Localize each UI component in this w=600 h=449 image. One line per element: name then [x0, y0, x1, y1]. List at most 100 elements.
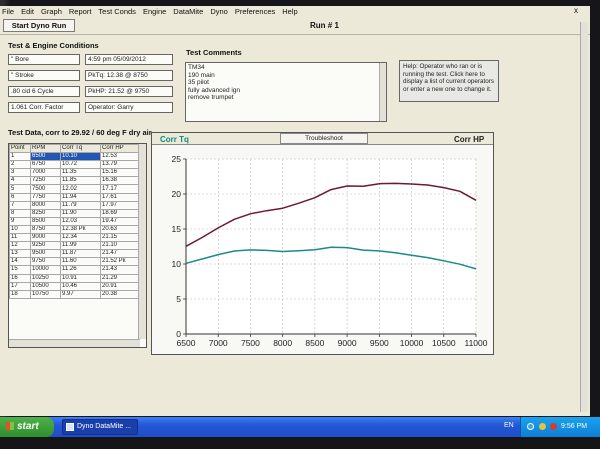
- bore-field[interactable]: " Bore: [8, 54, 80, 65]
- menu-dyno[interactable]: Dyno: [210, 7, 228, 16]
- table-row[interactable]: 17 10500 10.46 20.91: [9, 281, 140, 291]
- cell-corr-tq: 11.90: [60, 208, 101, 218]
- test-data-grid[interactable]: Point RPM Corr Tq Corr HP 1 6500 10.10 12.5…: [8, 143, 147, 348]
- cell-corr-hp: 17.61: [100, 192, 140, 202]
- cell-point: 8: [9, 208, 31, 218]
- comment-line: TM34: [188, 64, 205, 71]
- cell-rpm: 7500: [30, 184, 61, 194]
- cell-point: 16: [9, 273, 31, 283]
- table-row[interactable]: 14 9750 11.60 21.52 Pk: [9, 257, 140, 267]
- menu-preferences[interactable]: Preferences: [234, 7, 276, 16]
- y-tick-label: 20: [172, 189, 182, 199]
- cell-rpm: 9500: [30, 249, 61, 259]
- menu-report[interactable]: Report: [68, 7, 92, 16]
- window-close-icon[interactable]: x: [574, 6, 578, 15]
- cell-corr-hp: 18.69: [100, 208, 140, 218]
- comments-scrollbar[interactable]: [379, 63, 386, 121]
- y-tick-label: 25: [172, 154, 182, 164]
- menu-graph[interactable]: Graph: [41, 7, 62, 16]
- col-header-point[interactable]: Point: [9, 144, 31, 154]
- table-row[interactable]: 9 8500 12.03 19.47: [9, 216, 140, 226]
- menu-file[interactable]: File: [2, 7, 15, 16]
- x-tick-label: 9000: [338, 338, 357, 348]
- cid-cycle-field[interactable]: .80 cid 6 Cycle: [8, 86, 80, 97]
- help-box: Help: Operator who ran or is running the…: [399, 60, 499, 102]
- cell-point: 15: [9, 265, 31, 275]
- stroke-field[interactable]: " Stroke: [8, 70, 80, 81]
- table-row[interactable]: 4 7250 11.85 16.38: [9, 176, 140, 186]
- cell-rpm: 7000: [30, 168, 61, 178]
- menu-edit[interactable]: Edit: [21, 7, 35, 16]
- col-header-corr-tq[interactable]: Corr Tq: [60, 144, 101, 154]
- cell-rpm: 9250: [30, 241, 61, 251]
- corr-factor-field[interactable]: 1.061 Corr. Factor: [8, 102, 80, 113]
- cell-corr-tq: 11.99: [60, 241, 101, 251]
- cell-point: 2: [9, 160, 31, 170]
- y-tick-label: 0: [176, 329, 181, 339]
- table-row[interactable]: 5 7500 12.02 17.17: [9, 184, 140, 194]
- table-row[interactable]: 13 9500 11.87 21.47: [9, 249, 140, 259]
- cell-corr-tq: 11.35: [60, 168, 101, 178]
- start-label: start: [17, 421, 39, 432]
- x-tick-label: 8500: [305, 338, 324, 348]
- cell-corr-hp: 21.43: [100, 265, 140, 275]
- volume-icon[interactable]: [539, 423, 546, 430]
- windows-flag-icon: [6, 422, 14, 430]
- app-window-icon: [66, 423, 74, 431]
- cell-rpm: 6500: [30, 152, 61, 162]
- start-dyno-run-button[interactable]: Start Dyno Run: [3, 19, 75, 32]
- cell-point: 9: [9, 216, 31, 226]
- plot-area: [186, 159, 476, 334]
- grid-horizontal-scrollbar[interactable]: [9, 339, 140, 347]
- cell-corr-tq: 10.10: [60, 152, 101, 162]
- comments-textarea[interactable]: TM34 190 main 35 pilot fully advanced ig…: [185, 62, 387, 122]
- cell-corr-tq: 12.34: [60, 233, 101, 243]
- table-row[interactable]: 1 6500 10.10 12.53: [9, 152, 140, 162]
- menu-test-conds[interactable]: Test Conds: [98, 7, 136, 16]
- cell-point: 10: [9, 224, 31, 235]
- table-row[interactable]: 7 8000 11.79 17.97: [9, 200, 140, 210]
- corr-hp-series-line: [185, 182, 477, 247]
- clock: 9:56 PM: [561, 423, 588, 430]
- y-tick-label: 10: [172, 259, 182, 269]
- operator-field[interactable]: Operator: Garry: [85, 102, 173, 113]
- peak-torque-readout: PkTq: 12.38 @ 8750: [85, 70, 173, 81]
- chart-header: Corr Tq Troubleshoot Corr HP: [152, 133, 493, 145]
- table-row[interactable]: 15 10000 11.26 21.43: [9, 265, 140, 275]
- table-row[interactable]: 2 6750 10.72 13.79: [9, 160, 140, 170]
- table-row[interactable]: 3 7000 11.35 15.16: [9, 168, 140, 178]
- table-row[interactable]: 10 8750 12.38 Pk 20.63: [9, 224, 140, 235]
- start-button[interactable]: start: [0, 417, 54, 437]
- cell-rpm: 10250: [30, 273, 61, 283]
- security-alert-icon[interactable]: [550, 423, 557, 430]
- comment-line: fully advanced ign: [188, 86, 241, 94]
- table-row[interactable]: 18 10750 9.97 20.38: [9, 289, 140, 299]
- comment-line: 190 main: [188, 71, 215, 79]
- table-row[interactable]: 12 9250 11.99 21.10: [9, 241, 140, 251]
- table-row[interactable]: 6 7750 11.94 17.61: [9, 192, 140, 202]
- cell-point: 11: [9, 233, 31, 243]
- cell-corr-tq: 11.94: [60, 192, 101, 202]
- table-row[interactable]: 16 10250 10.91 21.29: [9, 273, 140, 283]
- window-scrollbar[interactable]: [580, 22, 588, 412]
- menu-engine[interactable]: Engine: [142, 7, 167, 16]
- cell-corr-tq: 12.38 Pk: [60, 224, 101, 235]
- menu-datamite[interactable]: DataMite: [173, 7, 204, 16]
- cell-corr-hp: 21.10: [100, 241, 140, 251]
- task-item-label: Dyno DataMite ...: [77, 423, 132, 430]
- taskbar-item-dyno-datamite[interactable]: Dyno DataMite ...: [62, 419, 138, 435]
- language-indicator[interactable]: EN: [504, 422, 514, 429]
- table-row[interactable]: 11 9000 12.34 21.15: [9, 233, 140, 243]
- col-header-rpm[interactable]: RPM: [30, 144, 61, 154]
- table-row[interactable]: 8 8250 11.90 18.69: [9, 208, 140, 218]
- cell-rpm: 10000: [30, 265, 61, 275]
- network-icon[interactable]: [527, 423, 534, 430]
- comments-title: Test Comments: [186, 48, 242, 57]
- col-header-corr-hp[interactable]: Corr HP: [100, 144, 140, 154]
- cell-point: 1: [9, 152, 31, 162]
- menu-help[interactable]: Help: [282, 7, 298, 16]
- troubleshoot-button[interactable]: Troubleshoot: [280, 133, 368, 144]
- data-table: Point RPM Corr Tq Corr HP 1 6500 10.10 12.5…: [9, 144, 140, 299]
- cell-corr-hp: 21.52 Pk: [100, 257, 140, 267]
- grid-vertical-scrollbar[interactable]: [138, 144, 146, 339]
